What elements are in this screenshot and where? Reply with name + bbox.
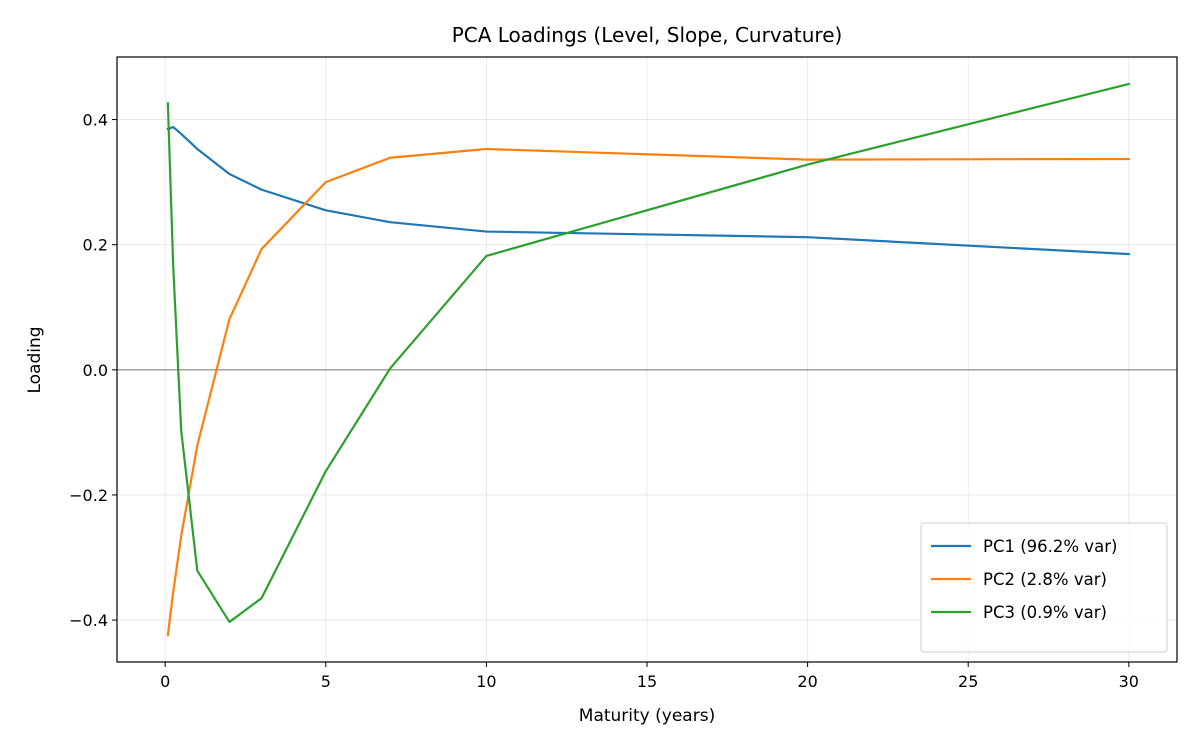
x-tick-label: 10 xyxy=(476,672,496,691)
series-group xyxy=(166,82,1131,637)
y-tick-label: −0.2 xyxy=(69,486,108,505)
x-tick-label: 0 xyxy=(160,672,170,691)
legend-label-pc2: PC2 (2.8% var) xyxy=(983,570,1107,589)
y-axis-label: Loading xyxy=(25,326,45,393)
y-tick-label: 0.2 xyxy=(83,236,108,255)
legend-box xyxy=(920,522,1168,653)
x-ticks: 0 5 10 15 20 25 30 xyxy=(160,662,1139,691)
x-tick-label: 20 xyxy=(797,672,817,691)
y-tick-label: −0.4 xyxy=(69,611,108,630)
series-line-pc3 xyxy=(166,82,1131,624)
x-tick-label: 30 xyxy=(1119,672,1139,691)
y-tick-label: 0.0 xyxy=(83,361,108,380)
x-tick-label: 15 xyxy=(637,672,657,691)
y-ticks: −0.4 −0.2 0.0 0.2 0.4 xyxy=(69,111,117,630)
legend: PC1 (96.2% var) PC2 (2.8% var) PC3 (0.9% v… xyxy=(920,522,1168,653)
y-tick-label: 0.4 xyxy=(83,111,108,130)
x-tick-label: 5 xyxy=(321,672,331,691)
series-line-pc1 xyxy=(166,125,1130,256)
legend-label-pc1: PC1 (96.2% var) xyxy=(983,537,1117,556)
x-tick-label: 25 xyxy=(958,672,978,691)
legend-label-pc3: PC3 (0.9% var) xyxy=(983,603,1107,622)
series-line-pc2 xyxy=(166,147,1130,637)
x-axis-label: Maturity (years) xyxy=(579,706,715,726)
chart-title: PCA Loadings (Level, Slope, Curvature) xyxy=(452,23,843,47)
